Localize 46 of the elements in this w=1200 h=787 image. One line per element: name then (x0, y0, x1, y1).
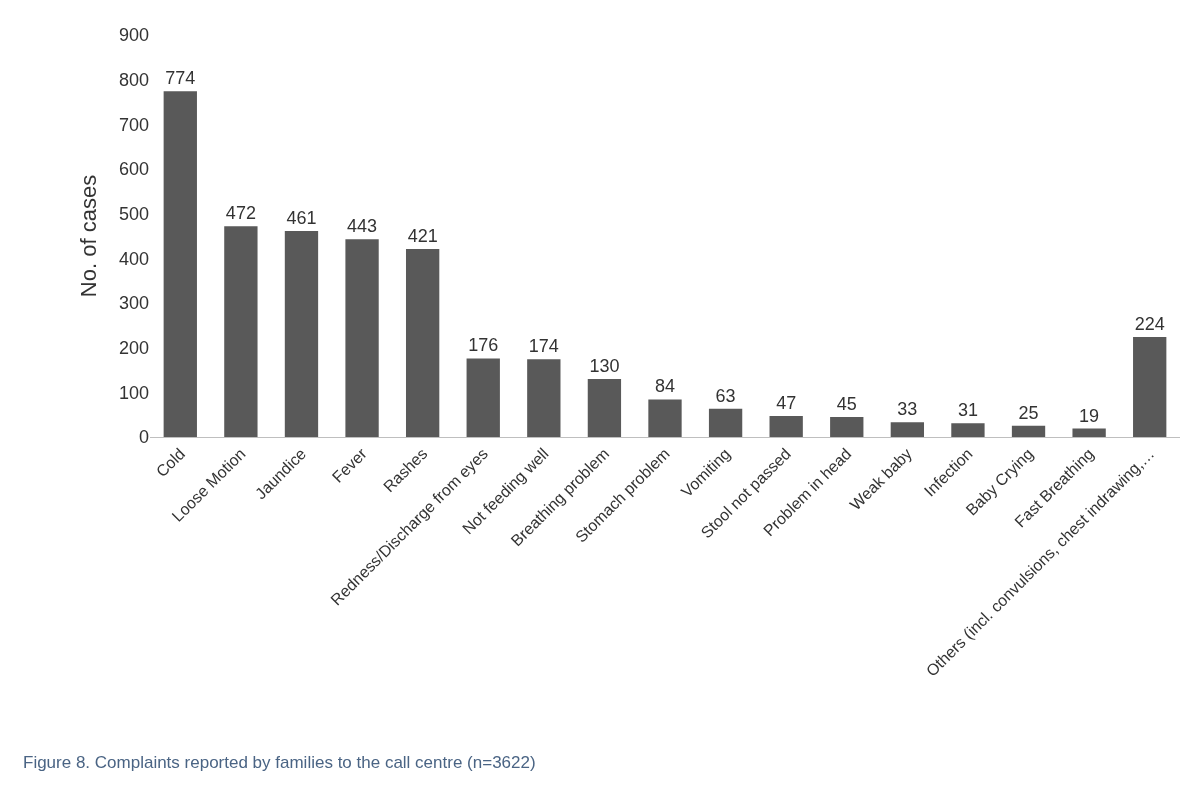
bar (648, 399, 682, 437)
data-label: 33 (897, 399, 918, 420)
y-tick-label: 600 (118, 159, 149, 180)
data-label: 224 (1134, 313, 1165, 334)
y-tick-label: 900 (118, 25, 149, 46)
data-label: 19 (1079, 405, 1100, 426)
y-tick-label: 300 (118, 293, 149, 314)
data-label: 47 (776, 393, 797, 414)
y-tick-label: 800 (118, 69, 149, 90)
bar (405, 248, 440, 437)
bar (951, 423, 985, 437)
data-label: 45 (836, 393, 857, 414)
data-label: 472 (225, 203, 256, 224)
bar (224, 226, 258, 437)
data-label: 421 (407, 225, 438, 246)
caption: Figure 8. Complaints reported by families to the call centre (n=3622) (23, 753, 536, 772)
data-label: 84 (654, 376, 676, 397)
data-label: 31 (957, 400, 978, 421)
y-tick-label: 100 (118, 382, 149, 403)
data-label: 130 (589, 355, 620, 376)
y-tick-label: 700 (118, 114, 149, 135)
bar (769, 416, 803, 437)
data-label: 774 (165, 68, 196, 89)
bar (345, 239, 379, 437)
y-tick-label: 400 (118, 248, 149, 269)
bar (163, 91, 197, 437)
data-label: 25 (1018, 402, 1039, 423)
bar (890, 422, 925, 437)
bar (830, 416, 864, 437)
bar (1072, 428, 1106, 437)
data-label: 63 (715, 385, 736, 406)
y-tick-label: 200 (118, 337, 149, 358)
bar (527, 359, 561, 437)
y-tick-label: 500 (118, 203, 149, 224)
bar (1133, 336, 1167, 437)
data-label: 176 (468, 335, 499, 356)
y-axis-title: No. of cases (76, 174, 101, 298)
data-label: 443 (347, 216, 378, 237)
data-label: 461 (286, 208, 317, 229)
bar (466, 358, 500, 437)
bar (1011, 425, 1046, 437)
bar (587, 378, 622, 437)
data-label: 174 (528, 336, 559, 357)
bar (708, 408, 743, 437)
bar (284, 231, 319, 437)
y-tick-label: 0 (138, 427, 149, 448)
